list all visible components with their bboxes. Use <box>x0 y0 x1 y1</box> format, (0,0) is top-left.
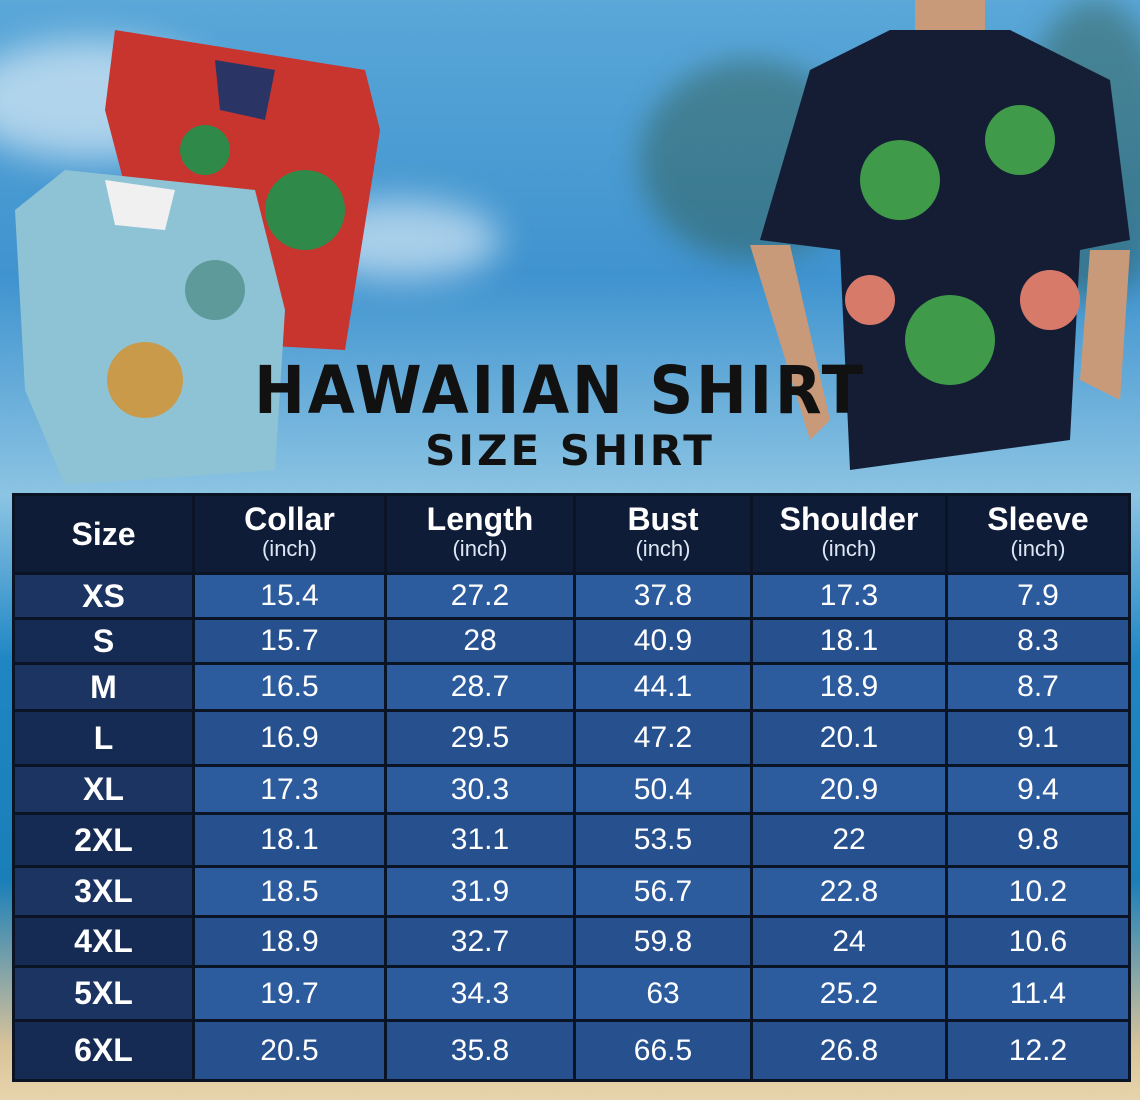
size-cell: XS <box>12 572 195 620</box>
size-cell: 4XL <box>12 915 195 968</box>
measurement-cell: 17.3 <box>192 764 387 815</box>
model-wearing-shirt-image <box>750 0 1130 470</box>
table-row: 6XL 20.5 35.8 66.5 26.8 12.2 <box>12 1019 1131 1082</box>
measurement-cell: 18.9 <box>192 915 387 968</box>
measurement-cell: 26.8 <box>750 1019 948 1082</box>
measurement-cell: 66.5 <box>573 1019 753 1082</box>
size-cell: S <box>12 617 195 665</box>
measurement-cell: 35.8 <box>384 1019 576 1082</box>
table-row: M 16.5 28.7 44.1 18.9 8.7 <box>12 662 1131 712</box>
measurement-cell: 32.7 <box>384 915 576 968</box>
size-cell: 5XL <box>12 965 195 1022</box>
measurement-cell: 18.1 <box>192 812 387 868</box>
measurement-cell: 16.5 <box>192 662 387 712</box>
measurement-cell: 9.4 <box>945 764 1131 815</box>
measurement-cell: 25.2 <box>750 965 948 1022</box>
page-subtitle: SIZE SHIRT <box>425 426 715 475</box>
measurement-cell: 9.1 <box>945 709 1131 767</box>
unit-label: (inch) <box>261 536 317 561</box>
measurement-cell: 24 <box>750 915 948 968</box>
column-header-collar: Collar (inch) <box>192 493 387 575</box>
table-row: 4XL 18.9 32.7 59.8 24 10.6 <box>12 915 1131 968</box>
column-header-length: Length (inch) <box>384 493 576 575</box>
measurement-cell: 9.8 <box>945 812 1131 868</box>
measurement-cell: 11.4 <box>945 965 1131 1022</box>
table-row: 5XL 19.7 34.3 63 25.2 11.4 <box>12 965 1131 1022</box>
table-row: S 15.7 28 40.9 18.1 8.3 <box>12 617 1131 665</box>
size-cell: M <box>12 662 195 712</box>
measurement-cell: 12.2 <box>945 1019 1131 1082</box>
page-title: HAWAIIAN SHIRT <box>254 352 866 429</box>
measurement-cell: 27.2 <box>384 572 576 620</box>
measurement-cell: 15.4 <box>192 572 387 620</box>
folded-shirts-image <box>15 30 380 485</box>
size-cell: 6XL <box>12 1019 195 1082</box>
unit-label: (inch) <box>452 536 508 561</box>
measurement-cell: 18.9 <box>750 662 948 712</box>
measurement-cell: 28.7 <box>384 662 576 712</box>
size-cell: 2XL <box>12 812 195 868</box>
measurement-cell: 31.1 <box>384 812 576 868</box>
measurement-cell: 22 <box>750 812 948 868</box>
measurement-cell: 40.9 <box>573 617 753 665</box>
measurement-cell: 15.7 <box>192 617 387 665</box>
size-cell: L <box>12 709 195 767</box>
column-header-bust: Bust (inch) <box>573 493 753 575</box>
measurement-cell: 10.6 <box>945 915 1131 968</box>
measurement-cell: 10.2 <box>945 865 1131 918</box>
measurement-cell: 20.5 <box>192 1019 387 1082</box>
table-row: XL 17.3 30.3 50.4 20.9 9.4 <box>12 764 1131 815</box>
measurement-cell: 19.7 <box>192 965 387 1022</box>
measurement-cell: 8.7 <box>945 662 1131 712</box>
measurement-cell: 16.9 <box>192 709 387 767</box>
measurement-cell: 63 <box>573 965 753 1022</box>
measurement-cell: 29.5 <box>384 709 576 767</box>
table-header-row: Size Collar (inch) Length (inch) Bust (inch… <box>12 493 1131 575</box>
measurement-cell: 18.5 <box>192 865 387 918</box>
table-row: 2XL 18.1 31.1 53.5 22 9.8 <box>12 812 1131 868</box>
measurement-cell: 53.5 <box>573 812 753 868</box>
unit-label: (inch) <box>1010 536 1066 561</box>
measurement-cell: 8.3 <box>945 617 1131 665</box>
size-cell: 3XL <box>12 865 195 918</box>
measurement-cell: 44.1 <box>573 662 753 712</box>
measurement-cell: 7.9 <box>945 572 1131 620</box>
measurement-cell: 59.8 <box>573 915 753 968</box>
measurement-cell: 20.1 <box>750 709 948 767</box>
measurement-cell: 37.8 <box>573 572 753 620</box>
measurement-cell: 28 <box>384 617 576 665</box>
table-row: 3XL 18.5 31.9 56.7 22.8 10.2 <box>12 865 1131 918</box>
column-header-sleeve: Sleeve (inch) <box>945 493 1131 575</box>
measurement-cell: 18.1 <box>750 617 948 665</box>
table-row: L 16.9 29.5 47.2 20.1 9.1 <box>12 709 1131 767</box>
measurement-cell: 30.3 <box>384 764 576 815</box>
measurement-cell: 34.3 <box>384 965 576 1022</box>
measurement-cell: 31.9 <box>384 865 576 918</box>
size-chart-table: Size Collar (inch) Length (inch) Bust (inch… <box>12 493 1131 1082</box>
measurement-cell: 47.2 <box>573 709 753 767</box>
table-row: XS 15.4 27.2 37.8 17.3 7.9 <box>12 572 1131 620</box>
measurement-cell: 22.8 <box>750 865 948 918</box>
measurement-cell: 17.3 <box>750 572 948 620</box>
measurement-cell: 56.7 <box>573 865 753 918</box>
unit-label: (inch) <box>635 536 691 561</box>
measurement-cell: 20.9 <box>750 764 948 815</box>
column-header-shoulder: Shoulder (inch) <box>750 493 948 575</box>
unit-label: (inch) <box>821 536 877 561</box>
size-cell: XL <box>12 764 195 815</box>
measurement-cell: 50.4 <box>573 764 753 815</box>
column-header-size: Size <box>12 493 195 575</box>
